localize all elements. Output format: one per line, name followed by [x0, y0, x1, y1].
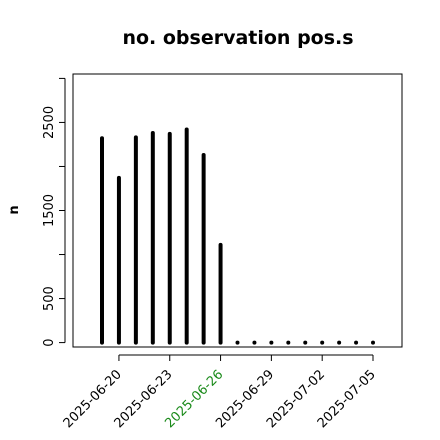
- y-tick-label: 1500: [42, 194, 57, 227]
- y-tick-label: 0: [42, 338, 57, 346]
- bar-zero-point: [371, 340, 375, 345]
- bar-zero-point: [303, 340, 308, 345]
- bar-zero-point: [235, 340, 240, 345]
- y-tick-label: 500: [42, 286, 57, 311]
- y-tick-label: 2500: [42, 106, 57, 139]
- bar-zero-point: [252, 340, 257, 345]
- bar-zero-point: [269, 340, 274, 345]
- bar-zero-point: [337, 340, 342, 345]
- x-axis: 2025-06-202025-06-232025-06-262025-06-29…: [61, 354, 379, 431]
- bar-zero-point: [320, 340, 325, 345]
- bar-zero-point: [354, 340, 359, 345]
- chart-title: no. observation pos.s: [122, 27, 353, 49]
- y-axis-label: n: [7, 205, 22, 214]
- plot-frame: [72, 73, 403, 348]
- y-axis: 0 500 1500 2500: [42, 77, 66, 347]
- bar-zero-point: [286, 340, 291, 345]
- bars: [100, 127, 375, 345]
